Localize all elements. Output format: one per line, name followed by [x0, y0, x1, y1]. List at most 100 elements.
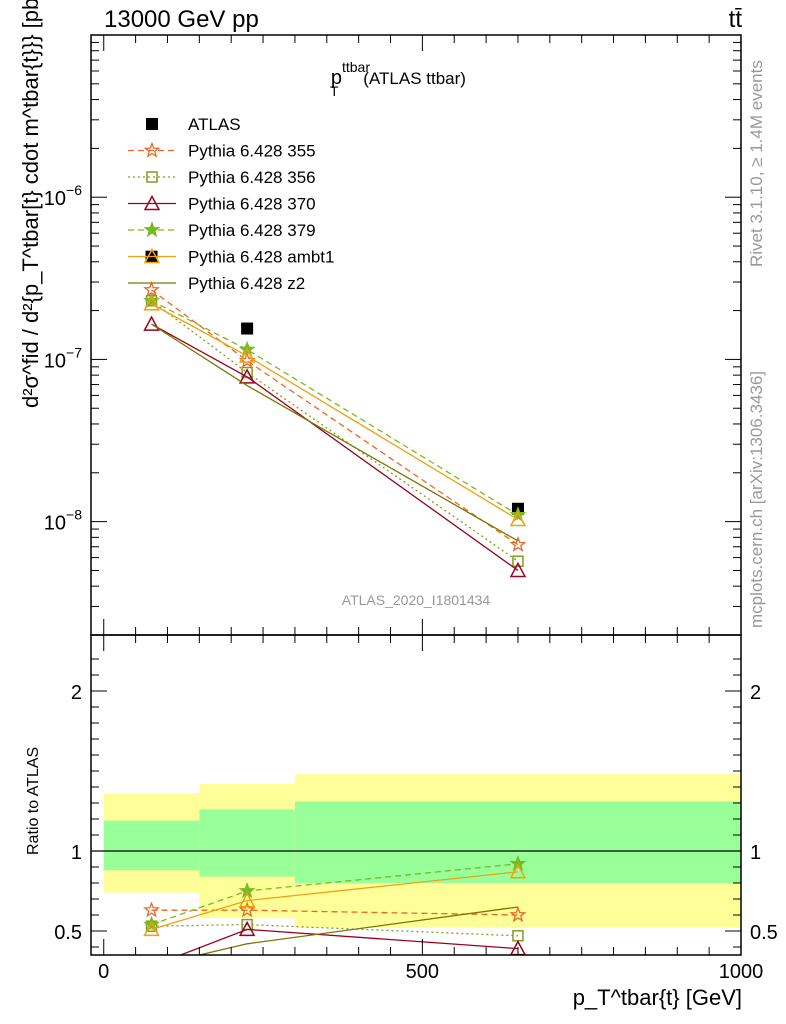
uncertainty-band-inner	[199, 809, 295, 877]
ratio-series	[143, 854, 527, 955]
series-1	[143, 281, 527, 552]
series-line	[151, 303, 519, 521]
ratio-point	[143, 901, 160, 918]
legend-marker	[143, 247, 161, 264]
tick-exp: −6	[66, 182, 82, 198]
data-point	[509, 561, 527, 578]
series-line	[151, 323, 519, 542]
ratio-point	[238, 920, 256, 937]
legend-label: Pythia 6.428 ambt1	[188, 248, 334, 267]
data-point	[512, 555, 524, 567]
uncertainty-band-inner	[103, 820, 200, 871]
legend-label: Pythia 6.428 355	[188, 142, 316, 161]
legend-item: Pythia 6.428 370	[128, 195, 316, 214]
ratio-y-tick-label: 1	[71, 842, 82, 864]
data-point	[143, 291, 161, 308]
legend-marker	[143, 141, 161, 158]
ratio-series-5	[196, 906, 519, 955]
mcplots-label: mcplots.cern.ch [arXiv:1306.3436]	[747, 371, 766, 628]
main-panel: 10−610−710−8 pttbar T (ATLAS ttbar) ATLAS…	[44, 34, 742, 636]
plot-title-sub: T	[330, 83, 339, 99]
ratio-point	[238, 901, 256, 918]
ratio-ticks: 0.5 0.5 1 1 2 2 0 500 1000	[54, 635, 778, 983]
uncertainty-band-inner	[294, 801, 741, 883]
data-point	[238, 347, 256, 363]
main-y-tick-label: 10−6	[44, 182, 82, 210]
ratio-y-axis-label: Ratio to ATLAS	[25, 747, 42, 855]
ratio-point	[509, 863, 527, 879]
legend-item: Pythia 6.428 z2	[128, 274, 305, 293]
plot-title: pttbar T (ATLAS ttbar)	[330, 59, 466, 99]
legend-label: Pythia 6.428 379	[188, 221, 316, 240]
legend-label: Pythia 6.428 z2	[188, 274, 305, 293]
legend-marker	[146, 171, 158, 183]
plot-title-rest: (ATLAS ttbar)	[359, 69, 466, 88]
ratio-y-tick-label: 2	[71, 682, 82, 704]
data-point	[143, 295, 160, 311]
legend-label: Pythia 6.428 356	[188, 168, 316, 187]
data-point	[143, 315, 160, 331]
series-6	[151, 323, 519, 542]
ratio-frame	[90, 634, 742, 956]
ratio-point	[143, 920, 160, 937]
x-tick-label: 1000	[719, 961, 764, 983]
ratio-bands	[91, 774, 741, 928]
ratio-line	[196, 906, 519, 955]
series-line	[151, 300, 519, 562]
series-line	[151, 323, 519, 571]
legend-label: Pythia 6.428 370	[188, 195, 316, 214]
legend-item: Pythia 6.428 ambt1	[128, 248, 334, 267]
main-series	[143, 250, 527, 578]
analysis-tag: ATLAS_2020_I1801434	[342, 592, 491, 608]
ratio-y-tick-label-right: 2	[750, 682, 761, 704]
ratio-point	[509, 854, 527, 872]
data-point	[509, 535, 527, 552]
main-y-axis-label: d²σ^fid / d²{p_T^tbar[t} cdot m^tbar{t}}…	[18, 0, 43, 408]
x-tick-label: 500	[406, 961, 439, 983]
ratio-y-tick-label: 0.5	[54, 922, 82, 944]
series-2	[145, 294, 524, 567]
ratio-panel: 0.5 0.5 1 1 2 2 0 500 1000 Ratio to ATLAS	[25, 634, 778, 983]
tick-base: 10	[44, 350, 66, 372]
tick-exp: −8	[66, 507, 82, 523]
legend-label: ATLAS	[188, 115, 241, 134]
ratio-line	[178, 928, 519, 955]
data-point	[238, 368, 256, 384]
legend-item: ATLAS	[146, 115, 241, 134]
main-ticks: 10−610−710−8	[44, 34, 742, 636]
legend-item: Pythia 6.428 355	[128, 142, 316, 161]
ratio-line	[151, 923, 518, 937]
rivet-label: Rivet 3.1.10, ≥ 1.4M events	[747, 60, 766, 267]
data-point	[509, 506, 527, 523]
plot-title-main: p	[331, 67, 342, 89]
header-left: 13000 GeV pp	[104, 6, 259, 33]
main-y-tick-label: 10−7	[44, 344, 82, 372]
ratio-line	[151, 871, 519, 931]
ratio-point	[238, 892, 256, 908]
x-axis-label: p_T^tbar{t} [GeV]	[573, 985, 742, 1010]
ratio-point	[509, 906, 527, 923]
ratio-y-tick-label-right: 1	[750, 842, 761, 864]
legend: ATLAS Pythia 6.428 355 Pythia 6.428 356 Pyt…	[128, 115, 334, 293]
data-point	[241, 322, 254, 335]
series-5	[143, 295, 527, 527]
ratio-line	[151, 909, 518, 916]
main-y-tick-label: 10−8	[44, 507, 82, 535]
header-right: tt̄	[729, 6, 743, 33]
plot-title-sup: ttbar	[342, 59, 370, 75]
ratio-series-4	[143, 863, 527, 937]
tick-exp: −7	[66, 344, 82, 360]
tick-base: 10	[44, 188, 66, 210]
ratio-series-0	[143, 901, 527, 923]
legend-marker	[143, 194, 161, 211]
legend-marker	[143, 221, 161, 238]
series-3	[143, 315, 527, 578]
tick-base: 10	[44, 513, 66, 535]
legend-item: Pythia 6.428 356	[128, 168, 316, 187]
x-tick-label: 0	[98, 961, 109, 983]
legend-item: Pythia 6.428 379	[128, 221, 316, 240]
series-line	[151, 300, 519, 516]
data-point	[509, 510, 527, 527]
ratio-y-tick-label-right: 0.5	[750, 922, 778, 944]
